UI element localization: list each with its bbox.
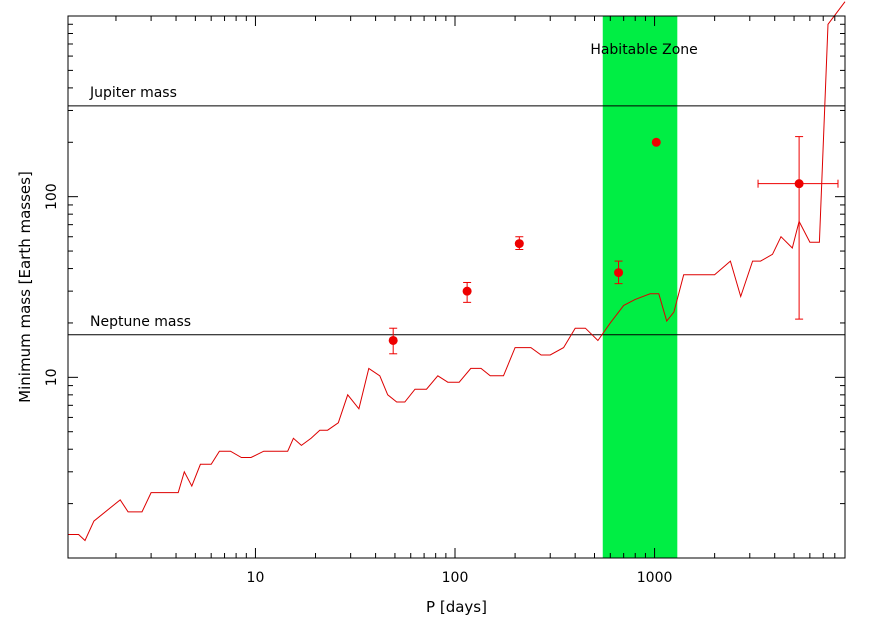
- reference-lines-layer: Jupiter mass Neptune mass: [68, 85, 845, 336]
- y-tick-label: 10: [44, 368, 60, 386]
- axis-ticks-layer: 10 100 1000 10 100: [44, 16, 846, 586]
- data-point: [614, 268, 624, 278]
- data-points-layer: [388, 136, 839, 355]
- y-tick-label: 100: [44, 183, 60, 210]
- data-point: [388, 335, 398, 345]
- plot-frame: [67, 15, 846, 559]
- data-point: [794, 179, 804, 189]
- x-axis-label: P [days]: [426, 598, 487, 616]
- data-point: [514, 239, 524, 249]
- habitable-zone-band: [602, 16, 678, 558]
- data-point: [651, 137, 661, 147]
- habitable-zone-layer: Habitable Zone: [590, 16, 698, 558]
- habitable-zone-label: Habitable Zone: [590, 42, 697, 58]
- y-axis-label: Minimum mass [Earth masses]: [16, 171, 34, 403]
- jupiter-mass-label: Jupiter mass: [89, 85, 177, 101]
- neptune-mass-label: Neptune mass: [90, 314, 191, 330]
- x-tick-label: 100: [442, 570, 469, 586]
- detection-limit-line: [68, 1, 846, 542]
- detection-limit-layer: [68, 1, 846, 542]
- x-tick-label: 10: [247, 570, 265, 586]
- data-point: [462, 286, 472, 296]
- x-tick-label: 1000: [637, 570, 673, 586]
